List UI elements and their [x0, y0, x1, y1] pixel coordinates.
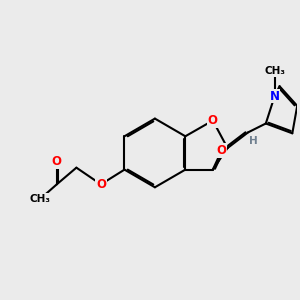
Text: O: O	[52, 155, 62, 168]
Text: O: O	[96, 178, 106, 191]
Text: CH₃: CH₃	[264, 67, 285, 76]
Text: H: H	[249, 136, 258, 146]
Text: CH₃: CH₃	[30, 194, 51, 204]
Text: N: N	[270, 89, 280, 103]
Text: O: O	[217, 144, 226, 157]
Text: O: O	[208, 114, 218, 127]
